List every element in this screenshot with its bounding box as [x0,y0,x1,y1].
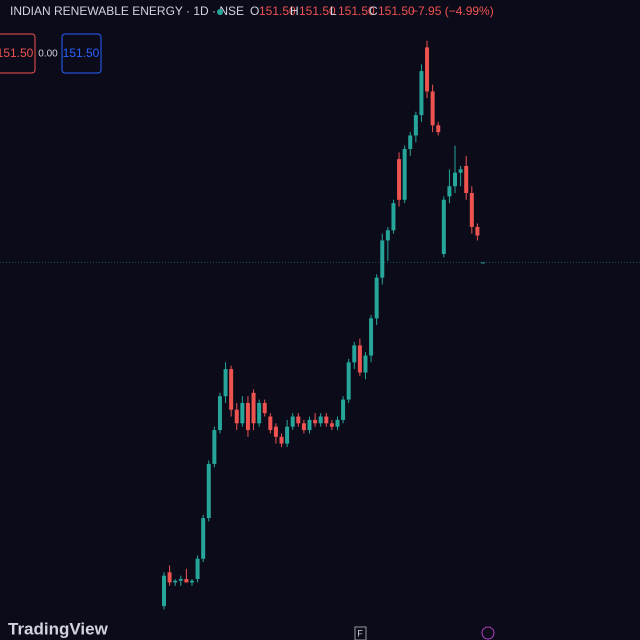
h-value: 151.50 [299,4,336,18]
buy-button[interactable] [61,33,102,74]
o-value: 151.50 [259,4,296,18]
candle-body [268,416,273,431]
sell-price[interactable]: 151.50 [0,46,34,60]
candle-body [234,409,239,424]
candle-body [257,402,262,424]
candle-body [178,579,183,581]
candle-body [290,416,295,427]
candle-body [167,572,172,583]
candle-body [447,186,452,197]
candle-body [195,558,200,580]
candle-body [318,416,323,424]
f-label[interactable]: F [357,628,363,638]
candle-body [262,402,267,414]
candle-body [453,172,458,187]
candle-body [329,423,334,427]
candle-body [217,396,222,431]
candle-body [469,193,474,227]
h-label: H [290,4,299,18]
candle-body [189,580,194,583]
candle-body [279,436,284,444]
l-label: L [330,4,337,18]
brand: TradingView [8,619,109,638]
spread: 0.00 [38,49,58,60]
candle-body [363,355,368,373]
candle-body [430,91,435,126]
candle-body [184,579,189,583]
l-value: 151.50 [338,4,375,18]
symbol: INDIAN RENEWABLE ENERGY · 1D · NSE [10,4,244,18]
candle-body [408,135,413,149]
candle-body [391,203,396,231]
candle-body [162,575,166,607]
candle-body [436,125,441,133]
candle-body [374,277,379,319]
o-label: O [250,4,259,18]
candle-body [201,518,206,559]
c-value: 151.50 [378,4,415,18]
candle-body [229,369,234,410]
candle-body [313,419,318,424]
candle-body [206,463,211,519]
sell-button[interactable] [0,33,36,74]
candle-body [251,392,256,424]
candle-body [419,71,424,116]
candle-body [397,159,402,200]
candle-body [402,148,407,200]
candle-body [481,262,485,264]
f-icon[interactable] [354,626,367,640]
candle-body [240,402,245,424]
candle-body [212,430,217,464]
plot [0,40,640,610]
candle-body [223,369,228,397]
candle-body [352,345,357,363]
candle-body [458,169,463,173]
alert-icon[interactable] [481,626,495,640]
change: −7.95 (−4.99%) [411,4,494,18]
candle-body [273,426,278,437]
candle-body [296,416,301,424]
candle-body [413,115,418,136]
candle-body [441,199,446,254]
candle-body [346,362,351,400]
candle-body [324,416,329,424]
buy-price[interactable]: 151.50 [63,46,100,60]
candle-body [369,318,374,356]
candle-body [380,240,385,278]
status-dot [217,9,223,15]
candle-body [475,226,480,236]
candle-body [301,423,306,431]
candle-body [335,419,340,427]
candle-body [285,426,290,444]
candle-body [173,580,178,583]
candle-body [307,419,312,431]
candle-body [245,402,250,431]
candle-body [341,399,346,420]
c-label: C [369,4,378,18]
candle-body [464,165,469,194]
candle-body [425,47,430,92]
candle-body [357,345,362,373]
candle-body [385,230,390,241]
